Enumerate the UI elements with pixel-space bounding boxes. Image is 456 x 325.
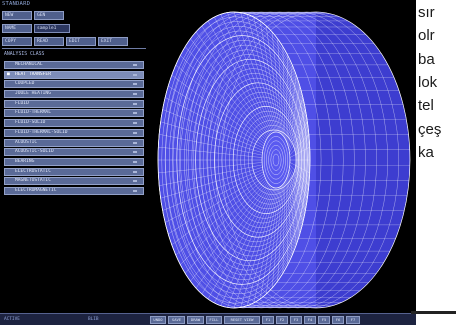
item-indicator [133, 151, 137, 154]
name-label: NAME [2, 24, 32, 33]
analysis-item[interactable]: BEARING [4, 157, 144, 166]
document-line: ka [418, 143, 434, 161]
document-line: çeş [418, 120, 442, 138]
toolbar-button[interactable]: F7 [346, 316, 360, 324]
left-menu-panel: STANDARD NEW GEN NAME sample1 COPY READ … [0, 0, 148, 325]
document-rule [411, 311, 456, 314]
item-indicator [133, 160, 137, 163]
analysis-item[interactable]: ELECTROSTATIC [4, 167, 144, 176]
analysis-item[interactable]: ■ HEAT TRANSFER [4, 70, 144, 79]
analysis-item-label: ELECTROSTATIC [15, 168, 51, 174]
analysis-item[interactable]: ELECTROMAGNETIC [4, 186, 144, 195]
analysis-item-label: BEARING [15, 158, 35, 164]
item-indicator [133, 189, 137, 192]
fea-application-window: STANDARD NEW GEN NAME sample1 COPY READ … [0, 0, 416, 325]
status-library: BLIB [88, 317, 99, 322]
document-line: lok [418, 73, 438, 91]
toolbar-button[interactable]: F1 [262, 316, 274, 324]
analysis-item-label: ELECTROMAGNETIC [15, 187, 57, 193]
item-indicator [133, 73, 137, 76]
analysis-item[interactable]: FLUID-THERMAL-SOLID [4, 128, 144, 137]
gen-button[interactable]: GEN [34, 11, 64, 20]
analysis-class-list: MECHANICAL ■ HEAT TRANSFER COUPLED JOULE HEA… [4, 61, 144, 197]
name-input[interactable]: sample1 [34, 24, 70, 33]
analysis-item[interactable]: MECHANICAL [4, 61, 144, 69]
toolbar-button[interactable]: SAVE [168, 316, 185, 324]
toolbar-button[interactable]: UNDO [150, 316, 166, 324]
edit-button[interactable]: EDIT [66, 37, 96, 46]
toolbar-button[interactable]: F4 [304, 316, 316, 324]
item-indicator [133, 170, 137, 173]
item-indicator [133, 122, 137, 125]
analysis-item-label: MAGNETOSTATIC [15, 178, 51, 184]
toolbar-button[interactable]: F3 [290, 316, 302, 324]
analysis-item[interactable]: FLUID [4, 99, 144, 108]
toolbar-button[interactable]: F6 [332, 316, 344, 324]
analysis-item-label: JOULE HEATING [15, 91, 51, 97]
exit-button[interactable]: EXIT [98, 37, 128, 46]
model-viewport[interactable] [148, 8, 416, 313]
item-indicator [133, 112, 137, 115]
selected-marker-icon: ■ [7, 71, 10, 77]
document-text-column: sır olr ba lok tel çeş ka [418, 0, 456, 325]
toolbar-button[interactable]: DRAW [187, 316, 204, 324]
copy-button[interactable]: COPY [2, 37, 32, 46]
analysis-item-label: ACOUSTIC [15, 139, 38, 145]
new-button[interactable]: NEW [2, 11, 32, 20]
analysis-item[interactable]: FLUID-SOLID [4, 119, 144, 128]
disc-mesh-model [157, 11, 411, 309]
item-indicator [133, 102, 137, 105]
analysis-item-label: HEAT TRANSFER [15, 71, 51, 77]
analysis-item[interactable]: ACOUSTIC-SOLID [4, 148, 144, 157]
toolbar-button[interactable]: F2 [276, 316, 288, 324]
analysis-class-title: ANALYSIS CLASS [4, 52, 45, 57]
toolbar-button[interactable]: FILL [206, 316, 222, 324]
document-line: sır [418, 4, 435, 21]
panel-divider [2, 48, 146, 49]
viewport-header-strip [148, 0, 416, 8]
analysis-item[interactable]: FLUID-THERMAL [4, 109, 144, 118]
read-button[interactable]: READ [34, 37, 64, 46]
analysis-item-label: FLUID-THERMAL-SOLID [15, 129, 68, 135]
toolbar-button[interactable]: RESET VIEW [224, 316, 260, 324]
analysis-item-label: MECHANICAL [15, 62, 43, 67]
item-indicator [133, 64, 137, 66]
analysis-item[interactable]: ACOUSTIC [4, 138, 144, 147]
mesh-gridlines [157, 11, 411, 309]
analysis-item-label: COUPLED [15, 81, 35, 87]
panel-title: STANDARD [2, 1, 31, 7]
item-indicator [133, 93, 137, 96]
document-line: ba [418, 50, 435, 68]
analysis-item[interactable]: MAGNETOSTATIC [4, 177, 144, 186]
analysis-item[interactable]: JOULE HEATING [4, 90, 144, 99]
document-line: tel [418, 97, 434, 115]
analysis-item-label: FLUID [15, 100, 29, 106]
analysis-item[interactable]: COUPLED [4, 80, 144, 89]
item-indicator [133, 180, 137, 183]
document-line: olr [418, 27, 435, 45]
analysis-item-label: ACOUSTIC-SOLID [15, 149, 54, 155]
bottom-toolbar: ACTIVE BLIB UNDO SAVE DRAW FILL RESET VIEW F1… [0, 313, 416, 325]
analysis-item-label: FLUID-THERMAL [15, 110, 51, 116]
item-indicator [133, 131, 137, 134]
item-indicator [133, 141, 137, 144]
item-indicator [133, 83, 137, 86]
analysis-item-label: FLUID-SOLID [15, 120, 46, 126]
toolbar-button[interactable]: F5 [318, 316, 330, 324]
status-active: ACTIVE [4, 317, 20, 322]
